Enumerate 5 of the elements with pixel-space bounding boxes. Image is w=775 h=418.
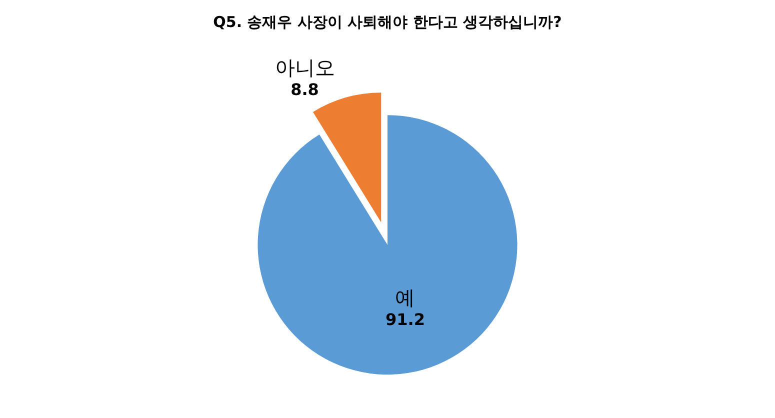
data-label: 8.8 <box>290 80 319 100</box>
data-label: 91.2 <box>385 310 425 330</box>
slice-label: 예 <box>395 285 416 310</box>
chart-title: Q5. 송재우 사장이 사퇴해야 한다고 생각하십니까? <box>213 13 562 32</box>
slice-label: 아니오 <box>274 55 335 80</box>
